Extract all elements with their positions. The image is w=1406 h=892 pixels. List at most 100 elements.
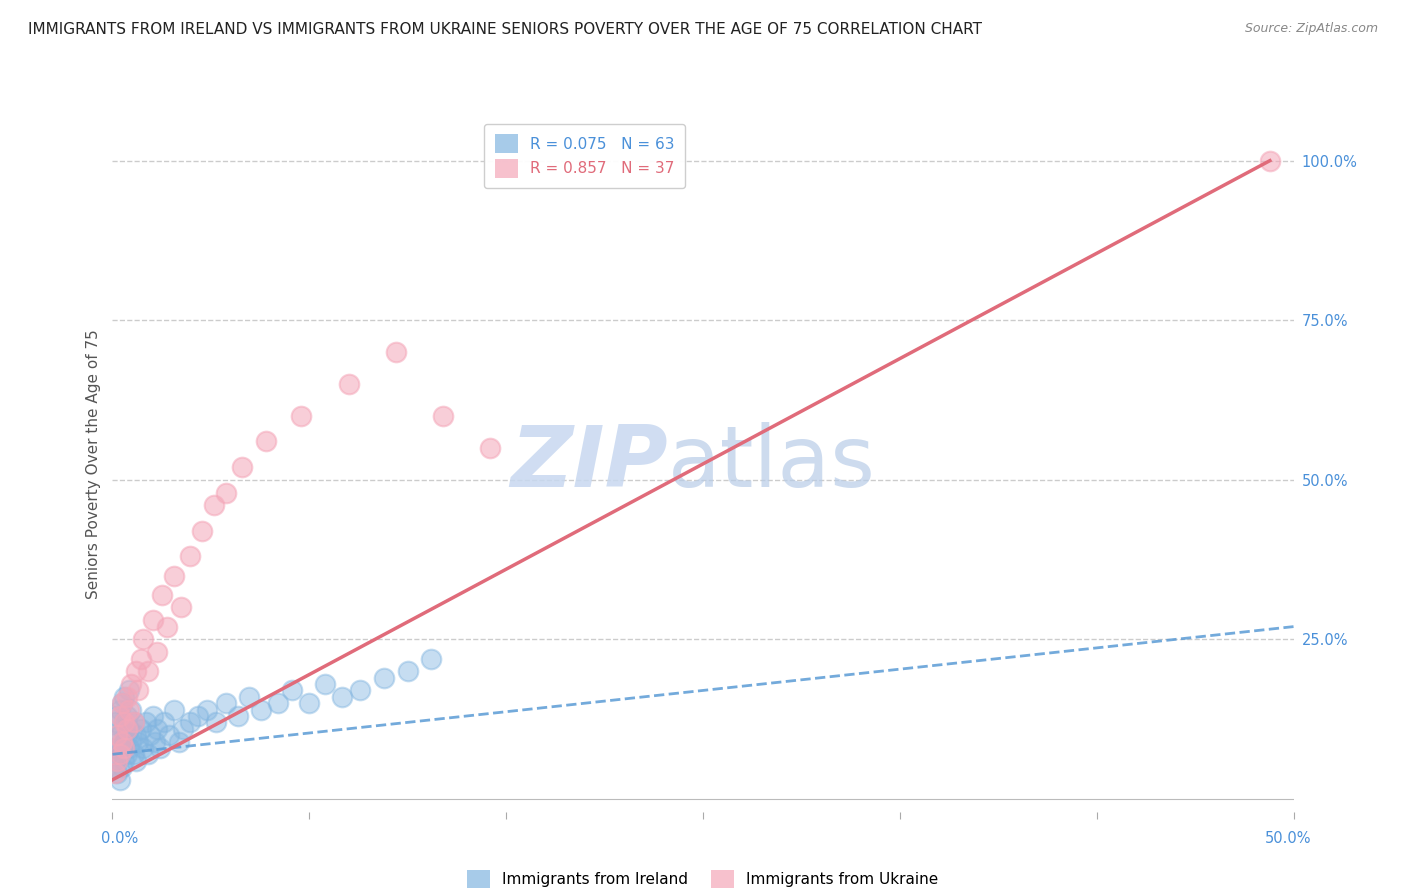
Point: [122, 747, 145, 762]
Point: [290, 409, 312, 423]
Point: [112, 715, 135, 730]
Text: ZIP: ZIP: [510, 422, 668, 506]
Point: [136, 747, 159, 762]
Point: [135, 715, 157, 730]
Point: [122, 715, 145, 730]
Point: [205, 715, 228, 730]
Point: [156, 619, 179, 633]
Point: [115, 690, 138, 704]
Point: [420, 651, 443, 665]
Point: [146, 645, 169, 659]
Point: [125, 728, 148, 742]
Point: [231, 460, 253, 475]
Point: [202, 499, 225, 513]
Point: [120, 703, 142, 717]
Point: [479, 441, 502, 455]
Point: [112, 690, 135, 704]
Point: [254, 434, 277, 449]
Point: [139, 728, 162, 742]
Point: [146, 722, 169, 736]
Point: [127, 734, 149, 748]
Point: [125, 665, 148, 679]
Point: [385, 345, 408, 359]
Point: [122, 715, 145, 730]
Point: [349, 683, 371, 698]
Point: [167, 734, 190, 748]
Point: [396, 665, 419, 679]
Point: [108, 747, 131, 762]
Point: [215, 696, 238, 710]
Point: [281, 683, 304, 698]
Point: [150, 588, 173, 602]
Point: [226, 709, 249, 723]
Legend: Immigrants from Ireland, Immigrants from Ukraine: Immigrants from Ireland, Immigrants from…: [461, 863, 945, 892]
Point: [115, 722, 138, 736]
Point: [111, 722, 134, 736]
Point: [112, 740, 135, 755]
Point: [115, 709, 138, 723]
Point: [104, 766, 127, 780]
Point: [191, 524, 214, 538]
Y-axis label: Seniors Poverty Over the Age of 75: Seniors Poverty Over the Age of 75: [86, 329, 101, 599]
Point: [163, 703, 186, 717]
Point: [105, 734, 128, 748]
Point: [111, 734, 134, 748]
Point: [297, 696, 319, 710]
Point: [108, 747, 131, 762]
Point: [118, 740, 141, 755]
Point: [132, 740, 155, 755]
Point: [163, 568, 186, 582]
Point: [112, 734, 135, 748]
Point: [136, 665, 159, 679]
Text: IMMIGRANTS FROM IRELAND VS IMMIGRANTS FROM UKRAINE SENIORS POVERTY OVER THE AGE : IMMIGRANTS FROM IRELAND VS IMMIGRANTS FR…: [28, 22, 983, 37]
Text: Source: ZipAtlas.com: Source: ZipAtlas.com: [1244, 22, 1378, 36]
Point: [330, 690, 353, 704]
Point: [111, 696, 134, 710]
Point: [120, 734, 142, 748]
Point: [215, 485, 238, 500]
Point: [142, 709, 165, 723]
Point: [104, 760, 127, 774]
Point: [104, 740, 127, 755]
Point: [105, 728, 128, 742]
Point: [111, 760, 134, 774]
Point: [118, 703, 141, 717]
Text: 50.0%: 50.0%: [1264, 831, 1312, 846]
Point: [108, 772, 131, 787]
Point: [127, 683, 149, 698]
Point: [149, 740, 172, 755]
Point: [112, 754, 135, 768]
Point: [157, 728, 180, 742]
Point: [186, 709, 208, 723]
Point: [105, 766, 128, 780]
Point: [118, 683, 141, 698]
Point: [129, 651, 152, 665]
Point: [132, 632, 155, 647]
Point: [432, 409, 454, 423]
Point: [111, 740, 134, 755]
Text: 0.0%: 0.0%: [101, 831, 138, 846]
Point: [105, 709, 128, 723]
Point: [129, 722, 152, 736]
Point: [115, 728, 138, 742]
Point: [111, 696, 134, 710]
Point: [108, 703, 131, 717]
Point: [250, 703, 273, 717]
Point: [112, 715, 135, 730]
Point: [105, 754, 128, 768]
Point: [238, 690, 260, 704]
Point: [108, 728, 131, 742]
Point: [118, 722, 141, 736]
Point: [373, 671, 395, 685]
Point: [170, 600, 193, 615]
Point: [1258, 153, 1281, 168]
Point: [115, 747, 138, 762]
Point: [153, 715, 176, 730]
Point: [143, 734, 166, 748]
Point: [142, 613, 165, 627]
Text: atlas: atlas: [668, 422, 876, 506]
Point: [105, 754, 128, 768]
Point: [179, 549, 201, 564]
Point: [172, 722, 194, 736]
Point: [104, 715, 127, 730]
